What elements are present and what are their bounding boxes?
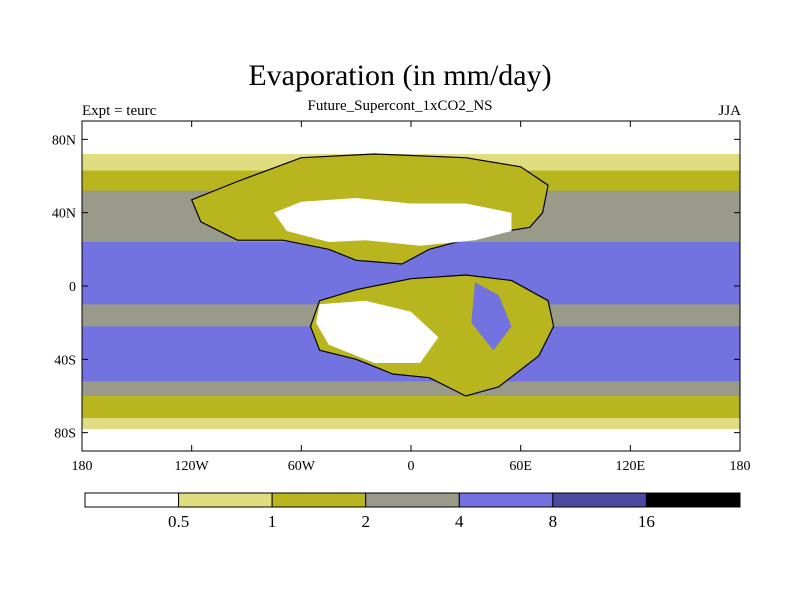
x-tick-label: 60E <box>509 459 532 474</box>
colorbar-swatch-3 <box>365 492 460 508</box>
y-tick-label: 80S <box>54 427 76 442</box>
colorbar-label: 2 <box>361 512 370 531</box>
x-tick-label: 180 <box>72 459 93 474</box>
colorbar: 0.5 1 2 4 8 16 <box>84 492 741 531</box>
x-tick-label: 120E <box>616 459 646 474</box>
y-tick-label: 80N <box>52 133 76 148</box>
colorbar-label: 1 <box>268 512 277 531</box>
chart-subtitle: Future_Supercont_1xCO2_NS <box>307 98 493 114</box>
tick-layer: 180 120W 60W 0 60E 120E 180 80N 40N 0 40S 80S <box>52 121 751 474</box>
lat-band-8 <box>82 396 740 419</box>
lat-band-9 <box>82 418 740 430</box>
colorbar-swatch-2 <box>271 492 367 508</box>
colorbar-swatch-6 <box>645 492 741 508</box>
season-label: JJA <box>718 103 741 119</box>
lat-band-10 <box>82 429 740 451</box>
map-layer <box>81 120 741 452</box>
x-tick-label: 120W <box>175 459 210 474</box>
colorbar-swatch-4 <box>458 492 554 508</box>
colorbar-label: 4 <box>455 512 464 531</box>
x-tick-label: 60W <box>288 459 316 474</box>
north-interior-dry-region <box>273 198 512 246</box>
colorbar-swatch-0 <box>84 492 180 508</box>
south-dry-region <box>316 300 439 363</box>
colorbar-label: 0.5 <box>168 512 189 531</box>
experiment-label: Expt = teurc <box>82 103 157 119</box>
colorbar-swatch-5 <box>552 492 647 508</box>
x-tick-label: 0 <box>408 459 415 474</box>
colorbar-label: 8 <box>549 512 558 531</box>
chart-title: Evaporation (in mm/day) <box>248 59 552 92</box>
y-tick-label: 0 <box>69 280 76 295</box>
y-tick-label: 40S <box>54 353 76 368</box>
x-tick-label: 180 <box>730 459 751 474</box>
lat-band-7 <box>82 381 740 397</box>
colorbar-swatch-1 <box>178 492 273 508</box>
colorbar-label: 16 <box>638 512 655 531</box>
y-tick-label: 40N <box>52 207 76 222</box>
southeast-moist-region <box>471 282 512 351</box>
